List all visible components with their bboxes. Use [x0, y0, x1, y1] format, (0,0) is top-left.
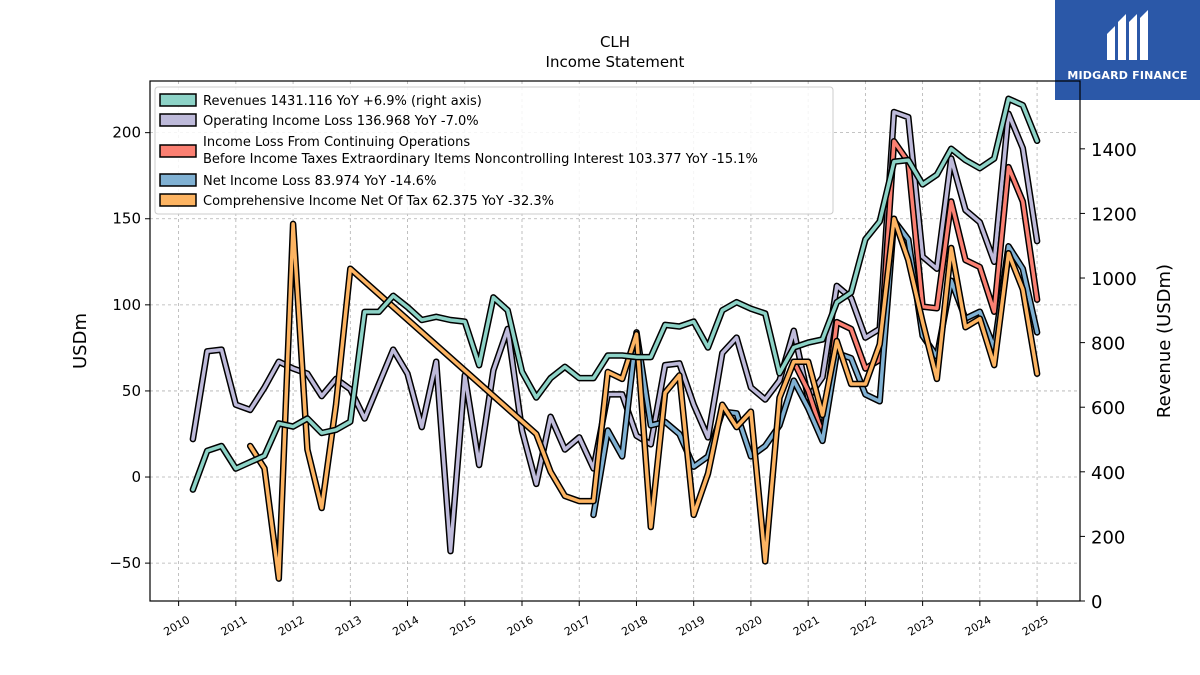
legend-swatch-pretax-income [159, 144, 197, 158]
logo-text: MIDGARD FINANCE [1067, 69, 1188, 82]
legend-frame [154, 86, 834, 215]
x-tick-label: 2017 [562, 613, 593, 638]
y2-tick-label: 800 [1091, 334, 1125, 355]
x-tick-label: 2014 [390, 613, 421, 638]
x-tick-label: 2020 [734, 613, 765, 638]
y2-axis-label: Revenue (USDm) [1154, 264, 1175, 418]
legend-swatch-revenues [159, 93, 197, 107]
legend-swatch-net-income [159, 173, 197, 187]
x-tick-label: 2025 [1020, 613, 1051, 638]
chart-title: CLH [600, 33, 630, 51]
legend-label-pretax-line1: Income Loss From Continuing Operations [203, 135, 470, 150]
legend-label-revenues: Revenues 1431.116 YoY +6.9% (right axis) [203, 94, 482, 109]
legend-label-comprehensive-income: Comprehensive Income Net Of Tax 62.375 Y… [203, 194, 554, 209]
x-tick-label: 2016 [505, 613, 536, 638]
y-tick-label: −50 [109, 554, 141, 572]
x-tick-label: 2012 [276, 613, 307, 638]
y-tick-label: 100 [112, 296, 141, 314]
x-tick-label: 2023 [905, 613, 936, 638]
y-tick-label: 50 [122, 382, 141, 400]
x-tick-label: 2015 [448, 613, 479, 638]
plot-frame [149, 80, 1081, 602]
legend: Revenues 1431.116 YoY +6.9% (right axis)… [154, 86, 834, 215]
x-tick-label: 2010 [161, 613, 192, 638]
chart-subtitle: Income Statement [546, 53, 685, 71]
y2-tick-label: 0 [1091, 592, 1102, 613]
midgard-logo-icon [1107, 10, 1148, 60]
y-tick-label: 200 [112, 124, 141, 142]
series-line-operating-income-loss [191, 110, 1039, 553]
series-line-comprehensive-income-net-of-tax [248, 216, 1039, 581]
y2-tick-label: 1200 [1091, 204, 1137, 225]
x-tick-label: 2021 [791, 613, 822, 638]
series-group [189, 95, 1041, 582]
x-tick-label: 2013 [333, 613, 364, 638]
y-tick-label: 150 [112, 210, 141, 228]
brand-logo: MIDGARD FINANCE [1055, 0, 1200, 100]
y-axis-label: USDm [70, 313, 91, 369]
x-tick-label: 2011 [219, 613, 250, 638]
legend-swatch-comprehensive-income [159, 193, 197, 207]
series-line-revenues [191, 97, 1039, 492]
x-tick-label: 2024 [963, 613, 994, 638]
legend-label-pretax-line2: Before Income Taxes Extraordinary Items … [203, 152, 758, 167]
x-tick-label: 2022 [848, 613, 879, 638]
y2-tick-label: 1000 [1091, 269, 1137, 290]
x-tick-label: 2018 [619, 613, 650, 638]
y2-tick-label: 400 [1091, 463, 1125, 484]
y2-tick-label: 600 [1091, 398, 1125, 419]
y2-tick-label: 200 [1091, 527, 1125, 548]
x-tick-label: 2019 [677, 613, 708, 638]
legend-swatch-operating-income [159, 113, 197, 127]
y-tick-label: 0 [131, 468, 141, 486]
y2-tick-label: 1400 [1091, 140, 1137, 161]
legend-label-net-income: Net Income Loss 83.974 YoY -14.6% [203, 174, 436, 189]
legend-label-operating-income: Operating Income Loss 136.968 YoY -7.0% [203, 114, 479, 129]
